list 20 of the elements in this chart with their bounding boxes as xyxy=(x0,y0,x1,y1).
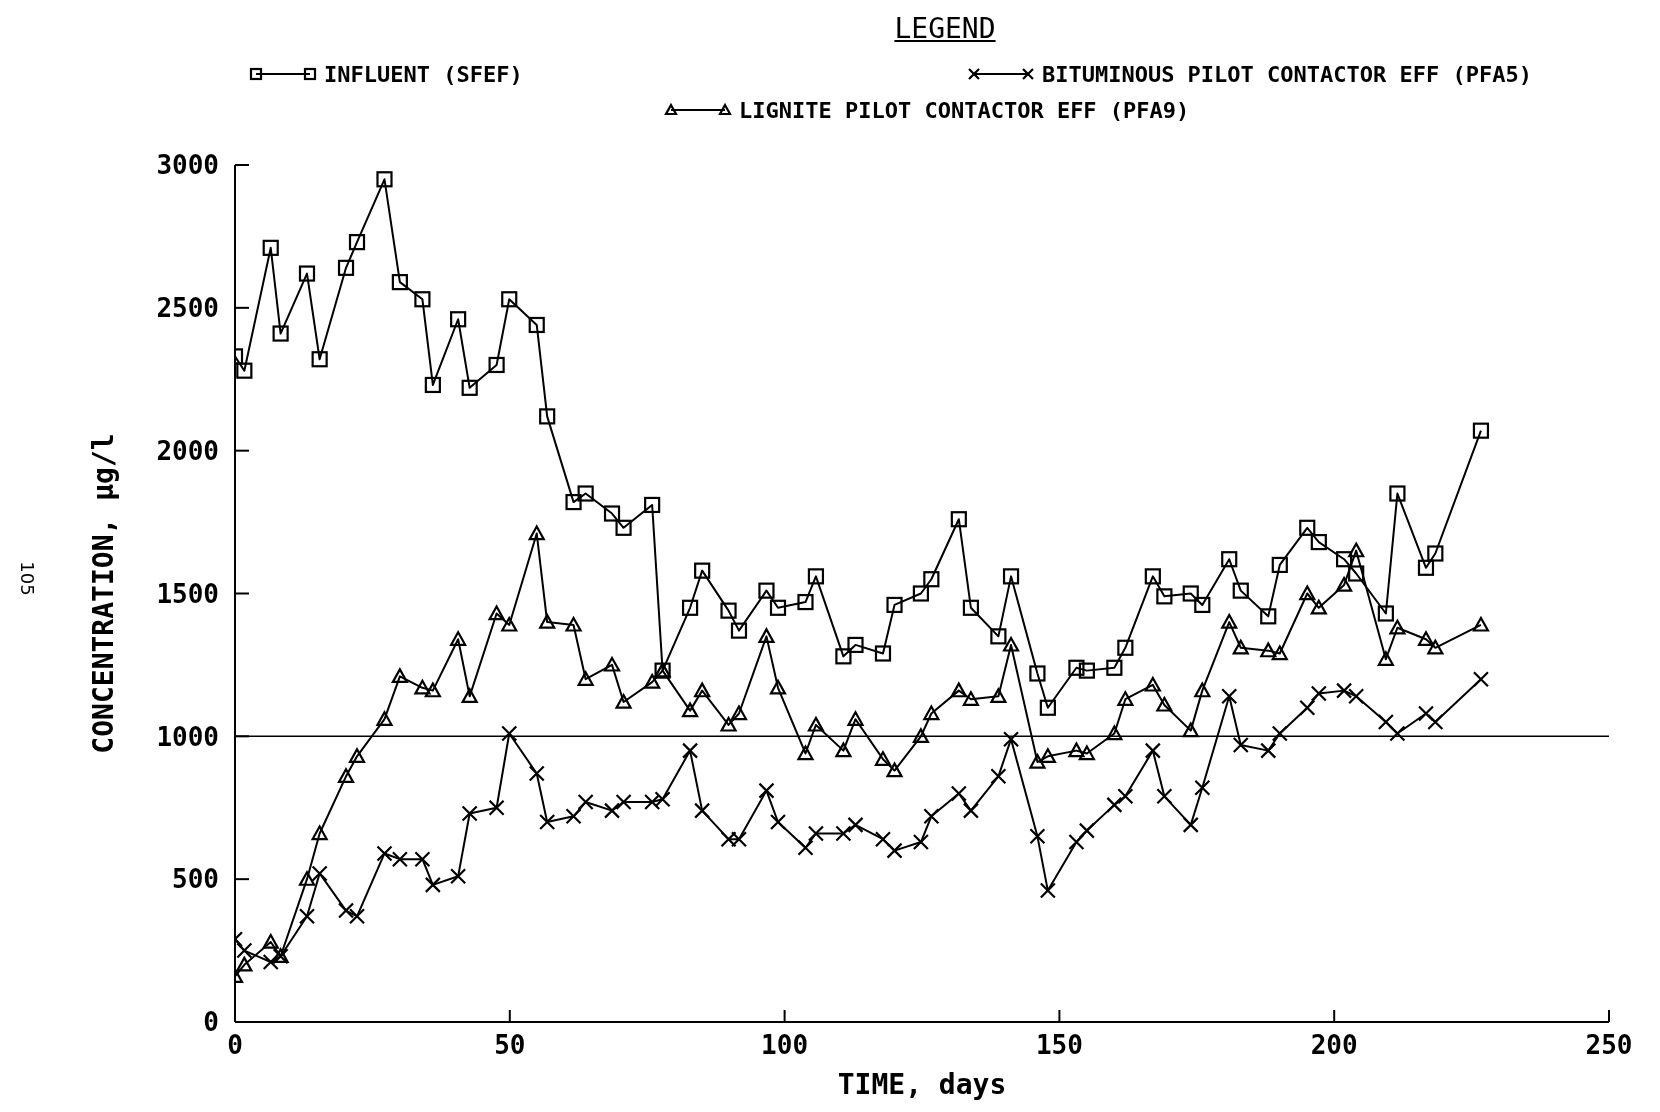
y-tick-label: 0 xyxy=(203,1007,219,1038)
y-tick-label: 500 xyxy=(172,864,219,895)
y-axis-title: CONCENTRATION, µg/l xyxy=(86,433,120,754)
legend-label: INFLUENT (SFEF) xyxy=(324,61,523,87)
x-tick-label: 200 xyxy=(1310,1030,1358,1061)
legend-label: LIGNITE PILOT CONTACTOR EFF (PFA9) xyxy=(739,97,1190,123)
y-tick-label: 1000 xyxy=(156,721,219,752)
x-tick-label: 150 xyxy=(1035,1030,1083,1061)
y-tick-label: 2000 xyxy=(156,435,219,466)
text: 105 xyxy=(16,561,38,596)
x-tick-label: 250 xyxy=(1585,1030,1633,1061)
x-tick-label: 100 xyxy=(761,1030,809,1061)
x-axis-title: TIME, days xyxy=(837,1068,1007,1101)
x-tick-label: 0 xyxy=(227,1030,243,1061)
y-tick-label: 1500 xyxy=(156,578,219,609)
legend-label: BITUMINOUS PILOT CONTACTOR EFF (PFA5) xyxy=(1041,61,1532,87)
x-tick-label: 50 xyxy=(494,1030,526,1061)
y-tick-label: 3000 xyxy=(156,150,219,181)
y-tick-label: 2500 xyxy=(156,293,219,324)
legend-title: LEGEND xyxy=(893,12,997,45)
